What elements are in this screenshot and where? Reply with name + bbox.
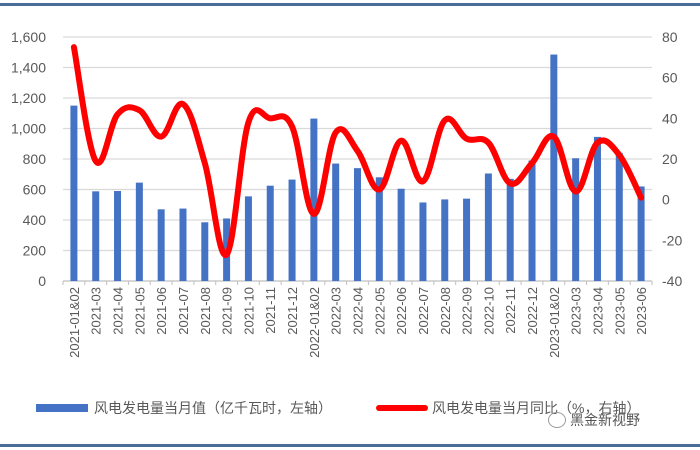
left-axis-tick: 600 — [23, 182, 47, 198]
right-axis-tick: -20 — [662, 232, 682, 248]
watermark: 黑金新视野 — [548, 410, 640, 430]
x-axis-tick: 2023-05 — [612, 287, 627, 335]
x-axis-tick: 2021-12 — [285, 287, 300, 335]
bar — [201, 222, 209, 281]
bar — [419, 202, 427, 281]
x-axis-tick: 2021-03 — [89, 287, 104, 335]
legend-bar-swatch — [36, 404, 88, 412]
x-axis-tick: 2023-04 — [590, 287, 605, 335]
watermark-text: 黑金新视野 — [570, 412, 640, 428]
bar — [114, 191, 122, 281]
bar — [70, 105, 78, 281]
left-axis-tick: 1,400 — [11, 60, 46, 76]
x-axis-tick: 2023-06 — [634, 287, 649, 335]
x-axis-tick: 2022-12 — [525, 287, 540, 335]
x-axis-tick: 2022-09 — [460, 287, 475, 335]
x-axis-tick: 2023-01&02 — [547, 287, 562, 358]
bar — [572, 158, 580, 281]
left-axis-tick: 200 — [23, 243, 47, 259]
left-axis-tick: 1,200 — [11, 90, 46, 106]
bar — [637, 186, 645, 281]
line-series — [70, 44, 645, 258]
bar — [615, 152, 623, 281]
right-axis-tick: 40 — [662, 110, 678, 126]
top-border — [0, 3, 700, 6]
right-axis-tick: -40 — [662, 273, 682, 289]
bar — [550, 54, 558, 281]
x-axis-tick: 2022-08 — [438, 287, 453, 335]
legend-bar-label: 风电发电量当月值（亿千瓦时，左轴） — [94, 400, 332, 416]
legend-line-label: 风电发电量当月同比（%，右轴） — [432, 400, 641, 416]
x-axis-tick: 2022-11 — [503, 287, 518, 334]
right-axis-tick: 60 — [662, 70, 678, 86]
bar — [375, 177, 383, 281]
bar — [463, 198, 471, 281]
bar — [484, 173, 492, 281]
bottom-border — [0, 444, 700, 447]
bar — [179, 208, 187, 281]
bar — [506, 178, 514, 281]
left-axis-tick: 1,600 — [11, 29, 46, 45]
bar — [92, 191, 100, 281]
left-axis-ticks: 0 200 400 600 800 1,000 1,200 1,400 1,600 — [11, 29, 46, 289]
bar — [157, 209, 165, 281]
x-axis-tick: 2021-07 — [176, 287, 191, 335]
left-axis-tick: 0 — [38, 273, 46, 289]
bar — [244, 196, 252, 281]
legend-item-bar: 风电发电量当月值（亿千瓦时，左轴） — [36, 398, 332, 418]
x-axis-tick: 2022-07 — [416, 287, 431, 335]
x-axis-tick: 2022-05 — [372, 287, 387, 335]
right-axis-tick: 20 — [662, 151, 678, 167]
x-axis-tick: 2022-04 — [351, 287, 366, 335]
x-axis-tick: 2022-01&02 — [307, 287, 322, 358]
bar — [593, 136, 601, 281]
x-axis-tick: 2023-03 — [569, 287, 584, 335]
x-axis-tick: 2021-08 — [198, 287, 213, 335]
bar-series — [70, 54, 645, 282]
bar — [528, 160, 536, 281]
wechat-icon — [548, 412, 566, 428]
bar — [354, 168, 361, 281]
x-axis-tick: 2021-04 — [111, 287, 126, 335]
bar — [266, 185, 274, 281]
x-axis-tick: 2021-06 — [154, 287, 169, 335]
left-axis-tick: 1,000 — [11, 121, 46, 137]
bar — [332, 163, 340, 281]
right-axis-ticks: -40 -20 0 20 40 60 80 — [662, 29, 682, 289]
bar — [310, 118, 318, 282]
bar — [135, 182, 143, 281]
x-axis-tick: 2022-10 — [481, 287, 496, 335]
legend-item-line: 风电发电量当月同比（%，右轴） — [376, 398, 640, 418]
bar — [397, 188, 405, 281]
legend-line-swatch — [376, 405, 428, 411]
x-axis-tick: 2021-01&02 — [67, 287, 82, 358]
x-axis-tick: 2021-10 — [241, 287, 256, 335]
bar — [288, 179, 296, 281]
right-axis-tick: 0 — [662, 192, 670, 208]
x-axis-tick: 2021-11 — [263, 287, 278, 334]
bar — [441, 199, 449, 281]
x-axis-tick: 2022-06 — [394, 287, 409, 335]
x-axis-tick: 2021-09 — [220, 287, 235, 335]
x-axis-tick: 2021-05 — [132, 287, 147, 335]
right-axis-tick: 80 — [662, 29, 678, 45]
x-axis-tick: 2022-03 — [329, 287, 344, 335]
legend: 风电发电量当月值（亿千瓦时，左轴） 风电发电量当月同比（%，右轴） — [0, 398, 700, 422]
x-axis-ticks: 2021-01&02 2021-03 2021-04 2021-05 2021-06 20… — [62, 281, 653, 358]
left-axis-tick: 400 — [23, 212, 47, 228]
left-axis-tick: 800 — [23, 151, 47, 167]
